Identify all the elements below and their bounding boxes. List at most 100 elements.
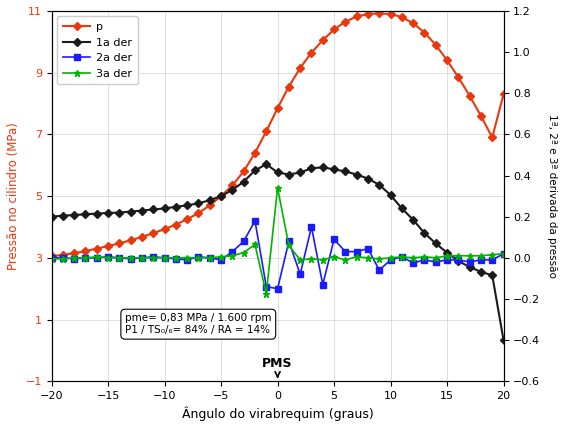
2a der xyxy=(489,257,496,262)
3a der xyxy=(105,255,112,260)
1a der xyxy=(263,162,270,167)
p xyxy=(139,234,146,239)
3a der xyxy=(71,255,78,260)
p xyxy=(184,217,191,222)
2a der xyxy=(184,257,191,262)
p xyxy=(127,238,134,243)
p xyxy=(364,12,371,17)
2a der xyxy=(319,282,326,287)
p xyxy=(48,254,55,259)
1a der xyxy=(297,170,303,175)
p xyxy=(173,222,179,227)
2a der xyxy=(376,268,382,273)
3a der xyxy=(139,255,146,260)
1a der xyxy=(478,269,484,274)
2a der xyxy=(433,259,439,265)
3a der xyxy=(285,243,292,248)
2a der xyxy=(127,256,134,262)
1a der xyxy=(331,167,337,172)
1a der xyxy=(455,259,462,264)
3a der xyxy=(410,255,417,260)
X-axis label: Ângulo do virabrequim (graus): Ângulo do virabrequim (graus) xyxy=(182,407,373,421)
1a der xyxy=(319,165,326,170)
2a der xyxy=(455,257,462,262)
2a der xyxy=(500,251,507,256)
2a der xyxy=(274,286,281,291)
2a der xyxy=(195,254,202,259)
2a der xyxy=(285,239,292,244)
1a der xyxy=(353,172,360,177)
3a der xyxy=(229,253,236,259)
Line: p: p xyxy=(49,11,506,259)
p xyxy=(319,38,326,43)
2a der xyxy=(444,257,451,262)
2a der xyxy=(229,249,236,254)
3a der xyxy=(331,254,337,259)
3a der xyxy=(184,255,191,260)
1a der xyxy=(444,250,451,255)
3a der xyxy=(94,254,100,259)
p xyxy=(274,106,281,111)
1a der xyxy=(399,206,406,211)
p xyxy=(116,241,123,246)
2a der xyxy=(421,257,428,262)
3a der xyxy=(433,255,439,260)
p xyxy=(399,15,406,20)
1a der xyxy=(489,273,496,278)
1a der xyxy=(342,169,349,174)
2a der xyxy=(82,255,89,260)
1a der xyxy=(500,338,507,343)
1a der xyxy=(387,193,394,198)
3a der xyxy=(308,256,315,262)
3a der xyxy=(206,255,213,260)
3a der xyxy=(342,257,349,262)
2a der xyxy=(161,255,168,260)
2a der xyxy=(466,259,473,265)
p xyxy=(308,50,315,55)
2a der xyxy=(252,218,258,223)
1a der xyxy=(376,182,382,187)
1a der xyxy=(229,187,236,193)
p xyxy=(444,58,451,63)
2a der xyxy=(297,272,303,277)
Text: PMS: PMS xyxy=(262,357,293,377)
2a der xyxy=(48,255,55,260)
p xyxy=(71,251,78,256)
p xyxy=(285,84,292,89)
1a der xyxy=(240,179,247,184)
p xyxy=(421,30,428,35)
3a der xyxy=(297,257,303,262)
p xyxy=(161,226,168,232)
p xyxy=(433,42,439,48)
1a der xyxy=(421,231,428,236)
2a der xyxy=(206,255,213,260)
1a der xyxy=(161,206,168,211)
2a der xyxy=(364,246,371,251)
1a der xyxy=(82,212,89,217)
p xyxy=(331,27,337,32)
p xyxy=(206,203,213,208)
3a der xyxy=(353,254,360,259)
Y-axis label: Pressão no cilindro (MPa): Pressão no cilindro (MPa) xyxy=(7,122,20,270)
3a der xyxy=(444,253,451,259)
2a der xyxy=(478,257,484,262)
3a der xyxy=(173,255,179,260)
Y-axis label: 1ª, 2ª e 3ª derivada da pressão: 1ª, 2ª e 3ª derivada da pressão xyxy=(547,114,557,278)
Text: pme= 0,83 MPa / 1.600 rpm
P1 / TS₀/₆= 84% / RA = 14%: pme= 0,83 MPa / 1.600 rpm P1 / TS₀/₆= 84… xyxy=(125,313,271,335)
p xyxy=(94,246,100,251)
3a der xyxy=(240,250,247,255)
2a der xyxy=(150,254,157,259)
p xyxy=(342,19,349,24)
1a der xyxy=(308,166,315,171)
1a der xyxy=(94,211,100,216)
1a der xyxy=(71,212,78,217)
1a der xyxy=(252,168,258,173)
3a der xyxy=(161,255,168,260)
3a der xyxy=(466,253,473,259)
2a der xyxy=(173,256,179,262)
1a der xyxy=(173,204,179,209)
1a der xyxy=(105,211,112,216)
p xyxy=(240,169,247,174)
2a der xyxy=(353,249,360,254)
3a der xyxy=(478,253,484,259)
